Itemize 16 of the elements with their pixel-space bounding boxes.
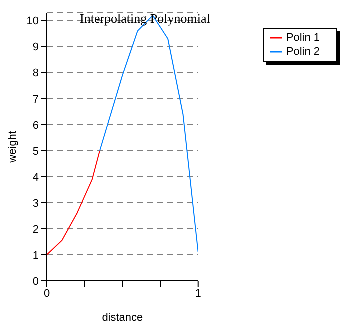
y-tick-label: 2	[32, 224, 39, 236]
y-tick-label: 10	[26, 16, 39, 28]
x-axis-title: distance	[102, 312, 144, 324]
y-tick-label: 7	[32, 94, 39, 106]
y-tick-label: 9	[32, 42, 39, 54]
y-tick-label: 0	[32, 276, 39, 288]
y-tick-label: 5	[32, 146, 39, 158]
legend-label: Polin 1	[286, 32, 320, 44]
y-tick-label: 4	[32, 172, 39, 184]
y-tick-label: 6	[32, 120, 39, 132]
y-tick-label: 1	[32, 250, 39, 262]
y-tick-label: 8	[32, 68, 39, 80]
y-tick-label: 3	[32, 198, 39, 210]
y-axis-title: weight	[6, 131, 19, 164]
legend-label: Polin 2	[286, 46, 320, 58]
line-series	[47, 150, 100, 256]
